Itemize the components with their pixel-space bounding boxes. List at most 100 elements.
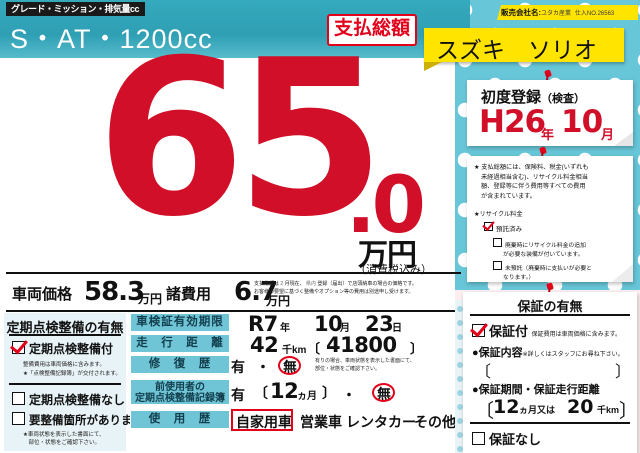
notes-star1-l4: が含まれています。 xyxy=(481,192,536,200)
prev-record-label: 前使用者の 定期点検整備記録簿 xyxy=(130,379,230,405)
checkbox-recycle-extra-fee[interactable] xyxy=(493,238,502,247)
usage-option-rental[interactable]: レンタカー xyxy=(346,414,416,430)
warranty-content-paren-open: 〔 xyxy=(475,364,492,381)
usage-history-label: 使 用 歴 xyxy=(130,410,230,429)
model-name: スズキ ソリオ xyxy=(436,37,597,63)
warranty-period-paren-open: 〔 xyxy=(475,401,495,422)
repair-yes-option[interactable]: 有 xyxy=(231,359,245,375)
note-a: 支払総額は xyxy=(254,281,280,287)
warranty-content-sub: ※詳しくはスタッフにお尋ね下さい。 xyxy=(522,352,624,358)
usage-option-commercial[interactable]: 営業車 xyxy=(300,414,342,430)
notes-star1-l3: 額、登録等に伴う費用等すべての費用 xyxy=(481,183,586,191)
repair-separator: ・ xyxy=(256,359,270,375)
warranty-distance-value: 20 xyxy=(567,396,594,418)
registration-month: 10 xyxy=(561,104,603,140)
seller-strip: 販売会社名:ユタカ産業 仕入NO.26563 xyxy=(497,5,638,20)
first-registration-title-sub: （検査） xyxy=(541,93,586,105)
price-integer: 65 xyxy=(96,13,385,264)
registration-era-year: H26 xyxy=(479,104,546,140)
mileage-unit: 千km xyxy=(282,345,307,356)
checkbox-inspection-none[interactable] xyxy=(12,392,25,405)
recycle-option-not-deposited[interactable]: 未預託（廃棄時に支払いが必要と なります。） xyxy=(493,261,625,282)
repair-note-line1: 有りの場合、車両状態を表示した書面にて、 xyxy=(315,358,415,364)
warranty-none-label: 保証なし xyxy=(489,432,542,447)
recycle-deposited-label: 預託済み xyxy=(496,226,522,233)
checkbox-recycle-deposited[interactable] xyxy=(484,222,493,231)
warranty-included-label: 保証付 xyxy=(489,324,529,339)
warranty-option-included[interactable]: 保証付 保証費用は車両価格に含みます。 xyxy=(472,321,621,340)
warranty-included-sub: 保証費用は車両価格に含みます。 xyxy=(531,332,622,338)
note-pref: 県内 xyxy=(305,281,316,287)
usage-option-private[interactable]: 自家用車 xyxy=(236,414,292,430)
shaken-year-unit: 年 xyxy=(280,323,290,334)
recycle-notdep-l1: 未預託（廃棄時に支払いが必要と xyxy=(505,266,592,272)
first-registration-title: 初度登録（検査） xyxy=(481,86,585,107)
grade-tag-label: グレード・ミッション・排気量cc xyxy=(6,2,146,16)
checkbox-needs-repair[interactable] xyxy=(12,412,25,425)
shaken-day-unit: 日 xyxy=(392,323,402,334)
needs-repair-label: 要整備箇所があります xyxy=(29,415,144,427)
usage-selected-marker xyxy=(231,409,293,431)
fees-unit: 万円 xyxy=(266,294,291,308)
recycle-extra-l2: が必要な装備が付いています。 xyxy=(503,251,584,258)
checkbox-warranty-none[interactable] xyxy=(472,432,485,445)
price-block: 65 .0 万円 （消費税込み） xyxy=(96,31,432,276)
price-decimal: .0 xyxy=(346,161,426,251)
sticky-fold-corner xyxy=(424,62,442,71)
first-registration-card: 初度登録（検査） H26 年 10 月 xyxy=(467,80,633,146)
note-d: 登録（届出）で店頭納車の場合の価格です。 xyxy=(317,281,417,287)
inspection-option-needs-repair[interactable]: 要整備箇所があります xyxy=(12,412,144,428)
warranty-rule-top xyxy=(470,314,630,316)
inspection-sub1: 整備費用は車両価格に含みます。 xyxy=(23,362,105,368)
first-registration-title-main: 初度登録 xyxy=(481,89,542,106)
warranty-months-value: 12 xyxy=(493,396,520,418)
warranty-period-paren-close: 〕 xyxy=(619,401,639,422)
shaken-month-unit: 月 xyxy=(340,323,350,334)
warranty-option-none[interactable]: 保証なし xyxy=(472,429,541,448)
notes-star1-l2: 未経過相当含む)、リサイクル料金相当 xyxy=(481,173,588,181)
recycle-option-extra-fee[interactable]: 廃棄時にリサイクル料金の追加 が必要な装備が付いています。 xyxy=(493,238,623,259)
warranty-period-label: ●保証期間・保証走行距離 xyxy=(472,384,600,396)
prev-paren-open: 〔 xyxy=(254,385,268,401)
grade-value: S・AT・1200cc xyxy=(10,24,213,54)
checkbox-recycle-not-deposited[interactable] xyxy=(493,261,502,270)
seller-company: ユタカ産業 xyxy=(541,11,572,17)
mileage-exact-value: 41800 xyxy=(326,333,397,357)
perforation-strip xyxy=(455,300,465,453)
price-breakdown-row: 車両価格 58.3 万円 諸費用 6.7 万円 支払総額は 2 月現在、 県内 … xyxy=(6,272,461,312)
vehicle-price-unit: 万円 xyxy=(138,292,163,306)
inspection-none-label: 定期点検整備なし xyxy=(29,393,126,407)
price-unit: 万円 xyxy=(358,239,417,272)
mileage-paren-close: 〕 xyxy=(410,341,424,356)
model-sticky-note: スズキ ソリオ xyxy=(424,28,624,63)
prev-record-label-l2: 定期点検整備記録簿 xyxy=(135,393,225,404)
note-b: 月現在、 xyxy=(284,281,305,287)
inspection-rule-top xyxy=(9,334,121,336)
checkbox-inspection-included[interactable] xyxy=(12,341,25,354)
vehicle-price-value: 58.3 xyxy=(84,277,145,307)
repair-no-circle-marker xyxy=(278,356,301,375)
recycle-option-deposited[interactable]: 預託済み xyxy=(484,222,522,235)
total-amount-badge: 支払総額 xyxy=(327,14,417,46)
breakdown-fine-print: 支払総額は 2 月現在、 県内 登録（届出）で店頭納車の場合の価格です。 お客様… xyxy=(254,280,462,296)
inspection-sub3: ★車両状態を表示した書面にて、 xyxy=(23,432,105,438)
inspection-included-label: 定期点検整備付 xyxy=(29,342,114,356)
inspection-option-included[interactable]: 定期点検整備付 xyxy=(12,340,113,357)
mileage-value: 42 xyxy=(250,333,279,357)
inspection-sub4: 部位・状態をご確認下さい。 xyxy=(23,440,101,446)
prev-record-yes[interactable]: 有 xyxy=(231,387,245,403)
checkbox-warranty-included[interactable] xyxy=(472,324,485,337)
warranty-card: 保証の有無 保証付 保証費用は車両価格に含みます。 ●保証内容※詳しくはスタッフ… xyxy=(463,292,639,453)
shaken-expiry-label: 車検証有効期限 xyxy=(130,313,230,332)
prev-record-label-l1: 前使用者の xyxy=(155,382,205,393)
prev-months-unit: ヵ月 xyxy=(297,391,317,402)
warranty-months-unit: ヵ月又は xyxy=(519,405,556,415)
warranty-content-row: ●保証内容※詳しくはスタッフにお尋ね下さい。 xyxy=(472,344,624,360)
notes-star1: ★ 支払総額には、保険料、税金(いずれも 未経過相当含む)、リサイクル料金相当 … xyxy=(474,163,628,201)
usage-option-other[interactable]: その他 xyxy=(414,414,456,430)
notes-star2-recycle-fee: ★リサイクル料金 xyxy=(474,211,523,218)
inspection-option-none[interactable]: 定期点検整備なし xyxy=(12,391,125,408)
inspection-rule-mid xyxy=(9,383,121,385)
fees-value: 6.7 xyxy=(234,277,278,307)
periodic-inspection-card: 定期点検整備の有無 定期点検整備付 整備費用は車両価格に含みます。 ★「点検整備… xyxy=(4,313,144,451)
